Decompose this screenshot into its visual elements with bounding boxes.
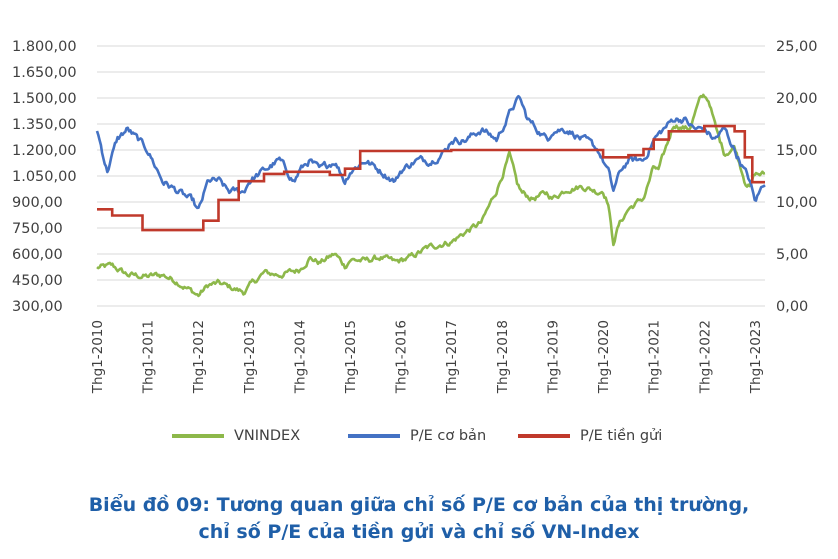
legend-swatch-pe-co-ban (348, 434, 400, 438)
legend-label-vnindex: VNINDEX (234, 428, 301, 444)
y-right-tick-label: 0,00 (776, 299, 808, 315)
y-right-tick-label: 20,00 (776, 91, 818, 107)
x-tick-label: Thg1-2016 (394, 320, 410, 394)
y-axis-right: 25,00 20,00 15,00 10,00 5,00 0,00 (776, 39, 818, 315)
x-tick-label: Thg1-2014 (292, 320, 308, 394)
y-left-tick-label: 1.500,00 (12, 91, 77, 107)
y-left-tick-label: 1.200,00 (12, 143, 77, 159)
x-axis: Thg1-2010 Thg1-2011 Thg1-2012 Thg1-2013 Thg1… (90, 320, 764, 394)
y-left-tick-label: 300,00 (12, 299, 63, 315)
legend-swatch-pe-tien-gui (518, 434, 570, 438)
series-lines (95, 93, 766, 298)
legend-item-pe-tien-gui: P/E tiền gửi (518, 428, 662, 444)
y-right-tick-label: 5,00 (776, 247, 808, 263)
legend-item-pe-co-ban: P/E cơ bản (348, 428, 486, 444)
y-left-tick-label: 1.650,00 (12, 65, 77, 81)
legend-label-pe-tien-gui: P/E tiền gửi (580, 428, 663, 444)
y-left-tick-label: 1.050,00 (12, 169, 77, 185)
x-tick-label: Thg1-2019 (545, 320, 561, 394)
x-tick-label: Thg1-2015 (343, 320, 359, 394)
legend-swatch-vnindex (172, 434, 224, 438)
y-left-tick-label: 1.350,00 (12, 117, 77, 133)
y-left-tick-label: 450,00 (12, 273, 63, 289)
y-axis-left: 1.800,00 1.650,00 1.500,00 1.350,00 1.200,00… (12, 39, 77, 315)
series-line-pe-tien-gui (97, 124, 765, 232)
x-tick-label: Thg1-2017 (444, 320, 460, 394)
chart-caption-line2: chỉ số P/E của tiền gửi và chỉ số VN-Ind… (198, 521, 640, 543)
gridlines (97, 45, 765, 307)
y-right-tick-label: 15,00 (776, 143, 818, 159)
y-left-tick-label: 750,00 (12, 221, 63, 237)
y-left-tick-label: 600,00 (12, 247, 63, 263)
legend-label-pe-co-ban: P/E cơ bản (410, 428, 487, 444)
chart-area: 1.800,00 1.650,00 1.500,00 1.350,00 1.200,00… (12, 39, 818, 394)
legend: VNINDEX P/E cơ bản P/E tiền gửi (0, 428, 838, 452)
y-right-tick-label: 10,00 (776, 195, 818, 211)
x-tick-label: Thg1-2013 (242, 320, 258, 394)
x-tick-label: Thg1-2022 (697, 320, 713, 394)
y-left-tick-label: 1.800,00 (12, 39, 77, 55)
y-left-tick-label: 900,00 (12, 195, 63, 211)
x-tick-label: Thg1-2018 (495, 320, 511, 394)
x-tick-label: Thg1-2011 (141, 320, 157, 394)
x-tick-label: Thg1-2012 (191, 320, 207, 394)
chart-caption-line1: Biểu đồ 09: Tương quan giữa chỉ số P/E c… (88, 494, 750, 516)
x-tick-label: Thg1-2021 (647, 320, 663, 394)
x-tick-label: Thg1-2020 (596, 320, 612, 394)
series-line-vnindex (96, 93, 766, 298)
legend-item-vnindex: VNINDEX (172, 428, 300, 444)
x-tick-label: Thg1-2010 (90, 320, 106, 394)
y-right-tick-label: 25,00 (776, 39, 818, 55)
x-tick-label: Thg1-2023 (748, 320, 764, 394)
